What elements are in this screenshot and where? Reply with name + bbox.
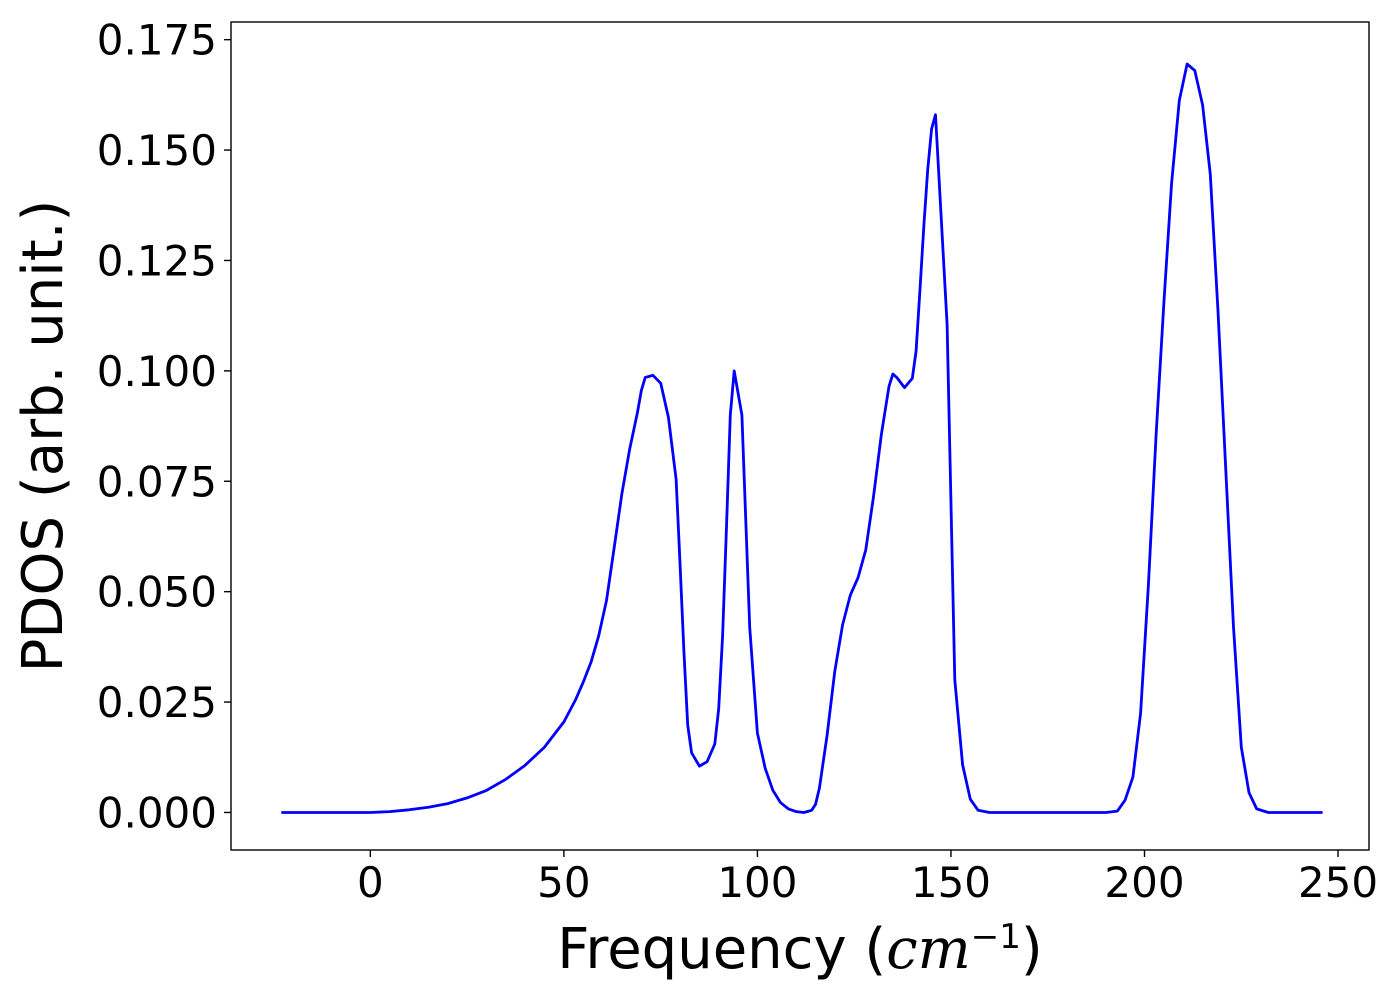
x-axis-label: Frequency (cm−1) (557, 917, 1042, 982)
y-tick-label: 0.000 (97, 788, 217, 837)
y-tick-label: 0.050 (97, 568, 217, 617)
y-axis-ticks: 0.000 0.025 0.050 0.075 0.100 0.125 0.150 0.175 (97, 16, 231, 837)
y-tick-label: 0.100 (97, 347, 217, 396)
plot-area (230, 21, 1370, 851)
x-tick-label: 200 (1104, 858, 1184, 907)
x-tick-label: 50 (537, 858, 590, 907)
y-axis-label: PDOS (arb. unit.) (11, 200, 76, 673)
y-tick-label: 0.125 (97, 236, 217, 285)
y-tick-label: 0.025 (97, 678, 217, 727)
x-tick-label: 250 (1298, 858, 1378, 907)
x-tick-label: 100 (717, 858, 797, 907)
y-tick-label: 0.175 (97, 16, 217, 65)
x-tick-label: 0 (357, 858, 384, 907)
x-axis-ticks: 0 50 100 150 200 250 (357, 850, 1378, 907)
y-tick-label: 0.150 (97, 126, 217, 175)
y-tick-label: 0.075 (97, 457, 217, 506)
x-tick-label: 150 (911, 858, 991, 907)
series-line (281, 62, 1323, 814)
